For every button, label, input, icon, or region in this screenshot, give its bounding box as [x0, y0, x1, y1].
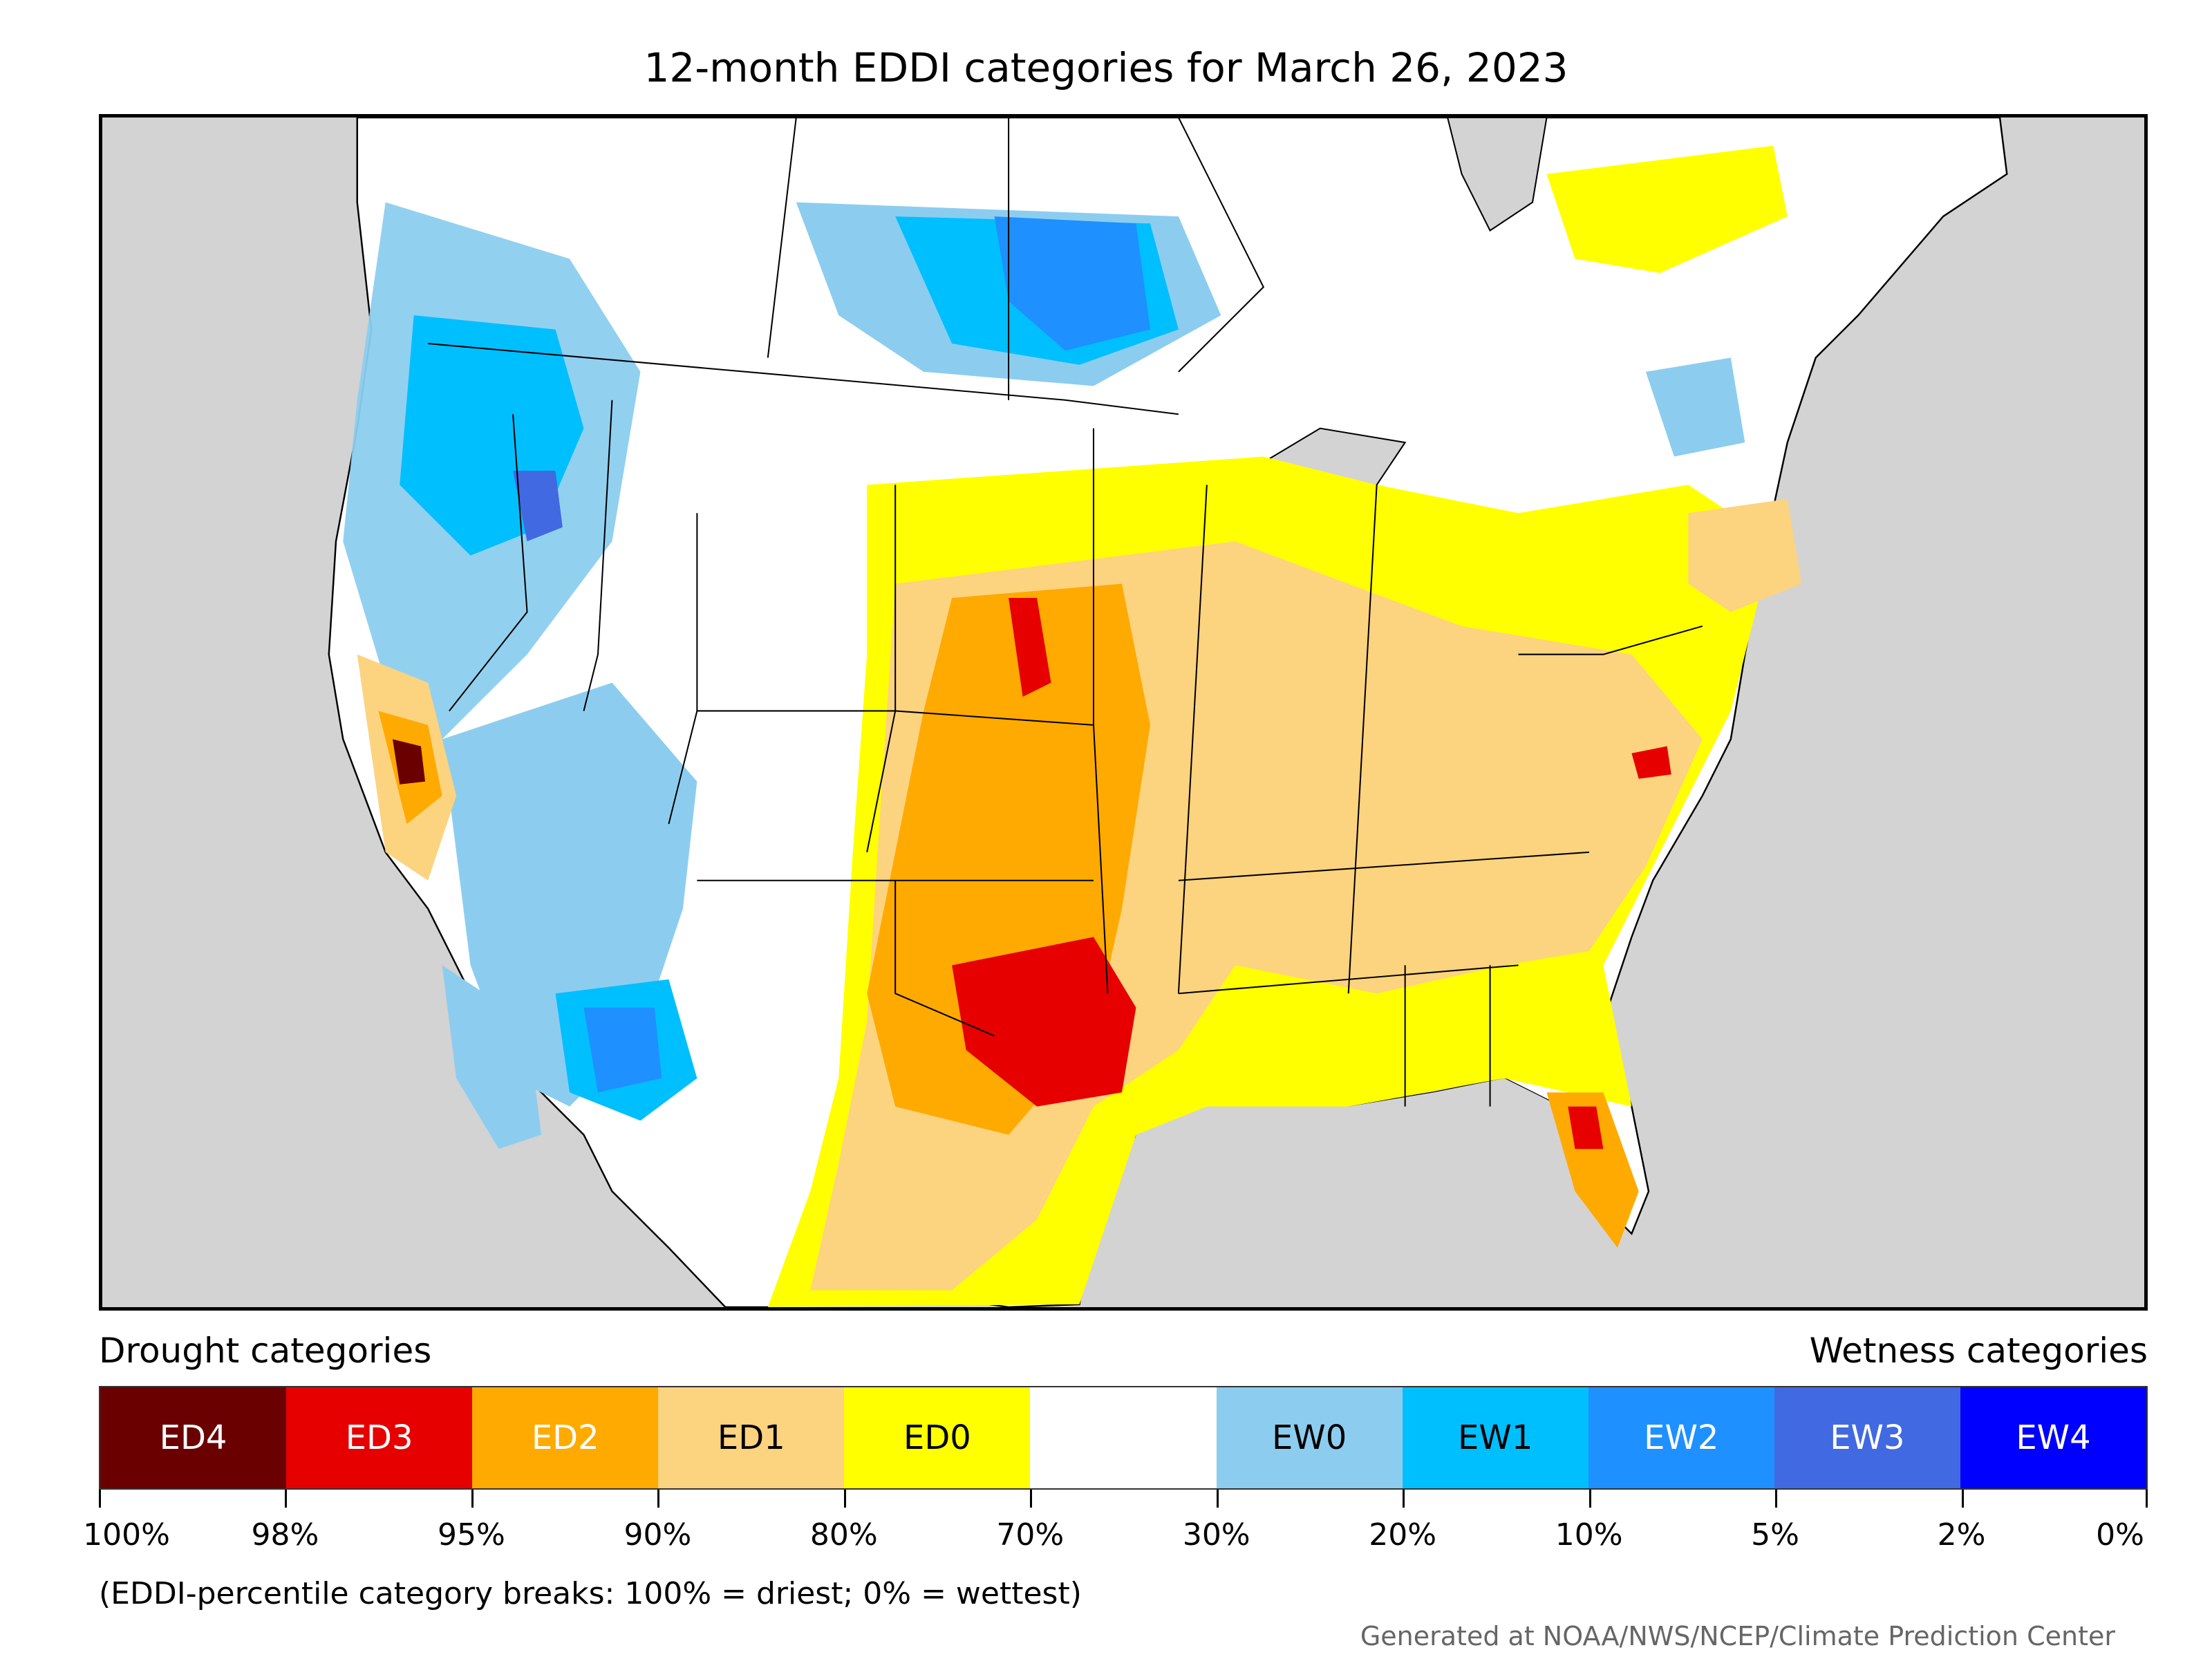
map-canvas	[102, 118, 2144, 1307]
legend-cell-ed0: ED0	[844, 1387, 1031, 1488]
dry-region-florida-ed3	[1568, 1106, 1604, 1150]
dry-region-texas-ed3	[952, 937, 1136, 1107]
legend-colorbar: ED4 ED3 ED2 ED1 ED0 EW0 EW1 EW2 EW3 EW4	[99, 1386, 2148, 1490]
legend-cell-ew0: EW0	[1216, 1387, 1403, 1488]
legend-tick	[1775, 1490, 1778, 1508]
legend-tick-label: 70%	[996, 1517, 1065, 1553]
dry-region-california-ed4	[392, 739, 426, 785]
legend-tick	[1961, 1490, 1964, 1508]
legend-cell-ed1: ED1	[658, 1387, 845, 1488]
legend-tick	[1403, 1490, 1405, 1508]
legend-tick	[2146, 1490, 2148, 1508]
boundary-lines	[428, 118, 1703, 1107]
legend-tick	[1030, 1490, 1033, 1508]
wet-region-oregon-ew3	[513, 470, 563, 542]
legend-cell-ew2: EW2	[1588, 1387, 1774, 1488]
legend-tick	[1216, 1490, 1219, 1508]
legend-cell-normal	[1030, 1387, 1217, 1488]
legend-tick-label: 2%	[1937, 1517, 1986, 1553]
dry-region-quebec-ed0	[1546, 145, 1788, 273]
legend-cell-ed4: ED4	[100, 1387, 287, 1488]
credit-line: Generated at NOAA/NWS/NCEP/Climate Predi…	[1360, 1621, 2115, 1651]
legend-tick-label: 0%	[2096, 1517, 2144, 1553]
dry-region-virginia-ed3	[1631, 746, 1671, 779]
legend-cell-ew1: EW1	[1402, 1387, 1588, 1488]
legend-cell-ew4: EW4	[1960, 1387, 2147, 1488]
hudson-bay	[1447, 118, 1548, 232]
map-title: 12-month EDDI categories for March 26, 2…	[644, 44, 1568, 91]
wetness-categories-heading: Wetness categories	[1809, 1331, 2148, 1371]
legend-tick-label: 100%	[83, 1517, 170, 1553]
legend-tick	[285, 1490, 288, 1508]
legend-ticks	[99, 1490, 2148, 1510]
legend-tick	[1588, 1490, 1591, 1508]
legend-tick-label: 20%	[1369, 1517, 1437, 1553]
legend-tick-label: 80%	[809, 1517, 878, 1553]
legend-tick-label: 30%	[1182, 1517, 1250, 1553]
legend-tick-label: 5%	[1751, 1517, 1799, 1553]
wet-region-baja	[442, 965, 542, 1150]
legend-tick-label: 98%	[251, 1517, 319, 1553]
legend-cell-ed3: ED3	[286, 1387, 473, 1488]
dry-region-nebraska-ed3	[1009, 597, 1051, 697]
legend-tick	[657, 1490, 660, 1508]
dry-region-new-england-ed1	[1688, 498, 1802, 612]
legend-tick	[471, 1490, 474, 1508]
legend-tick	[843, 1490, 846, 1508]
legend-tick-label: 95%	[438, 1517, 505, 1553]
wet-region-arizona-ew2	[583, 1007, 662, 1093]
legend-tick-label: 90%	[624, 1517, 692, 1553]
drought-categories-heading: Drought categories	[99, 1331, 432, 1371]
wet-region-new-england	[1645, 357, 1745, 457]
legend-tick	[99, 1490, 101, 1508]
dry-region-florida	[1546, 1092, 1639, 1248]
legend-cell-ew3: EW3	[1774, 1387, 1960, 1488]
gulf-coast	[1093, 1078, 1632, 1307]
eddi-map	[99, 114, 2148, 1311]
wet-region-north-dakota-ew2	[994, 216, 1150, 351]
legend-cell-ed2: ED2	[472, 1387, 659, 1488]
legend-tick-label: 10%	[1555, 1517, 1623, 1553]
footnote: (EDDI-percentile category breaks: 100% =…	[99, 1576, 1082, 1611]
